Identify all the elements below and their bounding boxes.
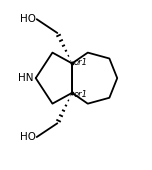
Text: or1: or1 (74, 58, 88, 67)
Text: HN: HN (18, 73, 34, 83)
Text: or1: or1 (74, 90, 88, 99)
Text: HO: HO (20, 14, 36, 24)
Text: HO: HO (20, 132, 36, 142)
